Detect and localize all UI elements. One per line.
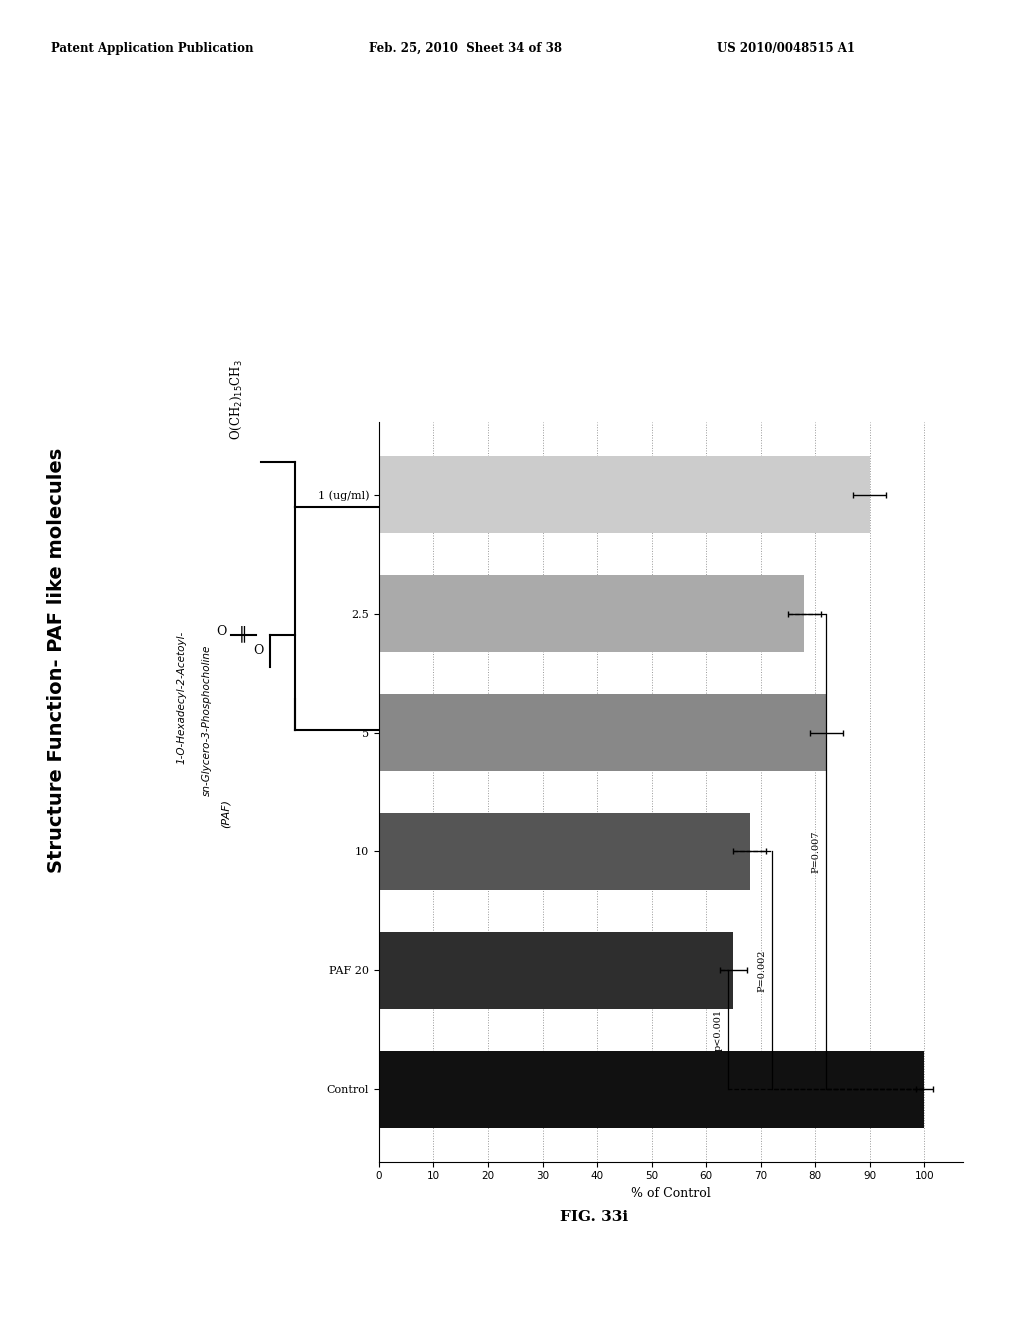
Text: P=0.002: P=0.002 <box>757 949 766 991</box>
Text: $\parallel$: $\parallel$ <box>236 624 247 645</box>
X-axis label: % of Control: % of Control <box>631 1187 711 1200</box>
Text: Feb. 25, 2010  Sheet 34 of 38: Feb. 25, 2010 Sheet 34 of 38 <box>369 42 561 55</box>
Text: 1-O-Hexadecyl-2-Acetoyl-: 1-O-Hexadecyl-2-Acetoyl- <box>177 631 186 764</box>
Text: P=0.007: P=0.007 <box>812 830 820 873</box>
Text: O: O <box>432 500 442 513</box>
Text: FIG. 33i: FIG. 33i <box>560 1210 628 1224</box>
Text: P: P <box>472 500 481 513</box>
Text: O: O <box>253 644 263 657</box>
Text: Structure Function- PAF like molecules: Structure Function- PAF like molecules <box>47 447 66 873</box>
Text: sn-Glycero-3-Phosphocholine: sn-Glycero-3-Phosphocholine <box>202 645 211 796</box>
Text: Patent Application Publication: Patent Application Publication <box>51 42 254 55</box>
Bar <box>379 813 750 890</box>
Text: O: O <box>472 450 482 462</box>
Bar <box>379 455 869 533</box>
Text: $\|$: $\|$ <box>466 479 473 496</box>
Text: O: O <box>472 552 482 565</box>
Text: O(CH$_2$)$_{15}$CH$_3$: O(CH$_2$)$_{15}$CH$_3$ <box>228 359 244 440</box>
Bar <box>379 932 733 1008</box>
Text: O$^-$: O$^-$ <box>513 500 534 513</box>
Text: N(CH$_3$)$_3^+$: N(CH$_3$)$_3^+$ <box>498 689 555 708</box>
Bar <box>379 694 826 771</box>
Bar <box>379 1051 925 1129</box>
Bar <box>379 576 805 652</box>
Text: (PAF): (PAF) <box>221 799 231 828</box>
Text: O: O <box>216 624 226 638</box>
Text: US 2010/0048515 A1: US 2010/0048515 A1 <box>717 42 855 55</box>
Text: p<0.001: p<0.001 <box>714 1008 723 1051</box>
